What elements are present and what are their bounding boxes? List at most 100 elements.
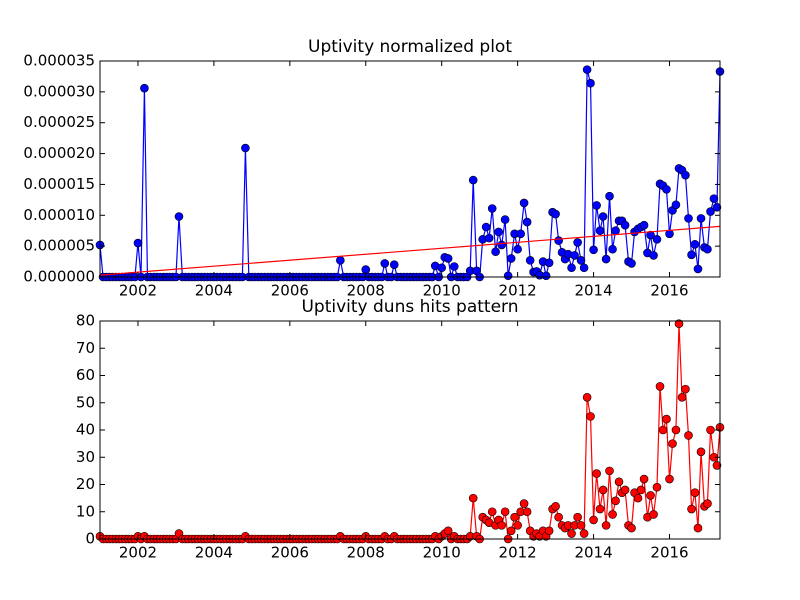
data-point <box>614 477 624 487</box>
data-point <box>554 512 563 522</box>
data-point <box>506 526 516 536</box>
data-point <box>595 226 605 236</box>
x-tick-label: 2014 <box>574 544 612 562</box>
data-point <box>601 254 611 264</box>
x-tick-label: 2010 <box>423 544 461 562</box>
data-point <box>140 83 149 93</box>
data-point <box>544 526 554 536</box>
data-point <box>494 227 503 237</box>
data-point <box>241 143 250 153</box>
trend-line <box>99 225 721 276</box>
data-point <box>636 485 646 495</box>
data-point <box>684 214 693 223</box>
y-tick-label: 30 <box>76 448 95 466</box>
data-point <box>380 259 390 268</box>
data-point <box>522 217 532 227</box>
data-point <box>541 271 551 281</box>
data-point <box>437 263 447 273</box>
data-point <box>703 499 712 508</box>
x-tick-label: 2002 <box>119 282 157 300</box>
data-point <box>627 259 636 268</box>
data-point <box>611 226 620 236</box>
data-point <box>693 264 703 274</box>
data-point <box>662 414 671 424</box>
data-point <box>503 271 513 281</box>
y-tick-label: 0.000025 <box>23 113 95 131</box>
data-point <box>649 251 658 260</box>
data-point <box>601 521 611 530</box>
data-point <box>703 244 712 254</box>
data-point <box>627 523 636 533</box>
data-point <box>681 384 690 394</box>
data-point <box>671 425 681 435</box>
data-point <box>652 235 662 244</box>
data-point <box>443 526 453 536</box>
data-point <box>655 382 665 391</box>
data-point <box>684 431 693 440</box>
data-point <box>491 247 500 256</box>
data-point <box>497 240 506 250</box>
data-point <box>598 212 608 221</box>
data-point <box>579 529 589 538</box>
data-point <box>681 170 690 180</box>
x-tick-label: 2006 <box>271 282 309 300</box>
data-point <box>589 515 598 525</box>
data-point <box>639 474 649 484</box>
data-point <box>516 229 525 239</box>
data-point <box>522 507 532 517</box>
y-tick-label: 0.000030 <box>23 82 95 100</box>
data-point <box>671 200 681 210</box>
data-point <box>468 175 478 185</box>
x-tick-label: 2014 <box>574 282 612 300</box>
data-point <box>576 521 586 530</box>
data-point <box>633 493 643 503</box>
data-point <box>608 244 617 254</box>
y-tick-label: 0.000015 <box>23 175 95 193</box>
data-point <box>500 507 510 517</box>
data-point <box>519 198 529 208</box>
y-tick-label: 0 <box>85 530 95 548</box>
data-point <box>706 425 715 435</box>
data-point <box>551 501 560 511</box>
data-point <box>513 521 522 530</box>
data-point <box>570 251 579 260</box>
data-point <box>567 529 576 538</box>
x-tick-label: 2016 <box>650 544 688 562</box>
data-point <box>662 185 671 194</box>
data-point <box>506 254 516 263</box>
data-point <box>586 412 595 421</box>
data-point <box>586 78 595 88</box>
data-point <box>687 504 696 514</box>
data-point <box>589 245 598 255</box>
y-tick-label: 0.000035 <box>23 52 95 70</box>
y-tick-label: 10 <box>76 502 95 520</box>
data-point <box>551 209 560 219</box>
x-tick-label: 2012 <box>499 282 537 300</box>
data-point <box>487 204 497 213</box>
data-point <box>646 230 655 240</box>
data-point <box>567 263 576 273</box>
x-tick-label: 2016 <box>650 282 688 300</box>
x-tick-label: 2012 <box>499 544 537 562</box>
data-point <box>712 461 722 470</box>
y-tick-label: 60 <box>76 366 95 384</box>
data-point <box>500 215 510 224</box>
data-point <box>665 474 674 484</box>
data-point <box>487 507 497 517</box>
data-point <box>497 521 506 530</box>
data-point <box>693 523 703 533</box>
y-tick-label: 0.000020 <box>23 144 95 162</box>
x-tick-label: 2008 <box>347 544 385 562</box>
data-point <box>579 263 589 273</box>
x-tick-label: 2008 <box>347 282 385 300</box>
data-point <box>576 256 586 265</box>
chart-title: Uptivity normalized plot <box>308 37 512 57</box>
data-point <box>389 260 399 269</box>
data-point <box>525 256 535 265</box>
data-point <box>544 258 554 268</box>
axes-frame <box>99 60 721 278</box>
data-point <box>573 238 582 247</box>
data-point <box>595 504 605 514</box>
data-point <box>605 466 614 476</box>
data-point <box>582 392 592 402</box>
